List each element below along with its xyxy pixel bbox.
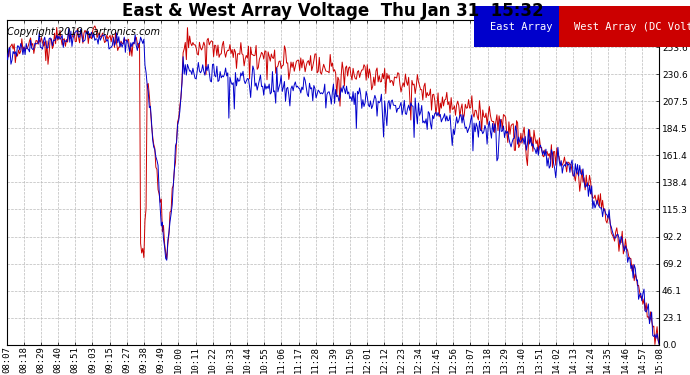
Title: East & West Array Voltage  Thu Jan 31  15:32: East & West Array Voltage Thu Jan 31 15:…	[122, 2, 544, 20]
Text: Copyright 2019 Cartronics.com: Copyright 2019 Cartronics.com	[7, 27, 160, 37]
Text: West Array (DC Volts): West Array (DC Volts)	[574, 22, 690, 32]
Text: East Array (DC Volts): East Array (DC Volts)	[490, 22, 621, 32]
